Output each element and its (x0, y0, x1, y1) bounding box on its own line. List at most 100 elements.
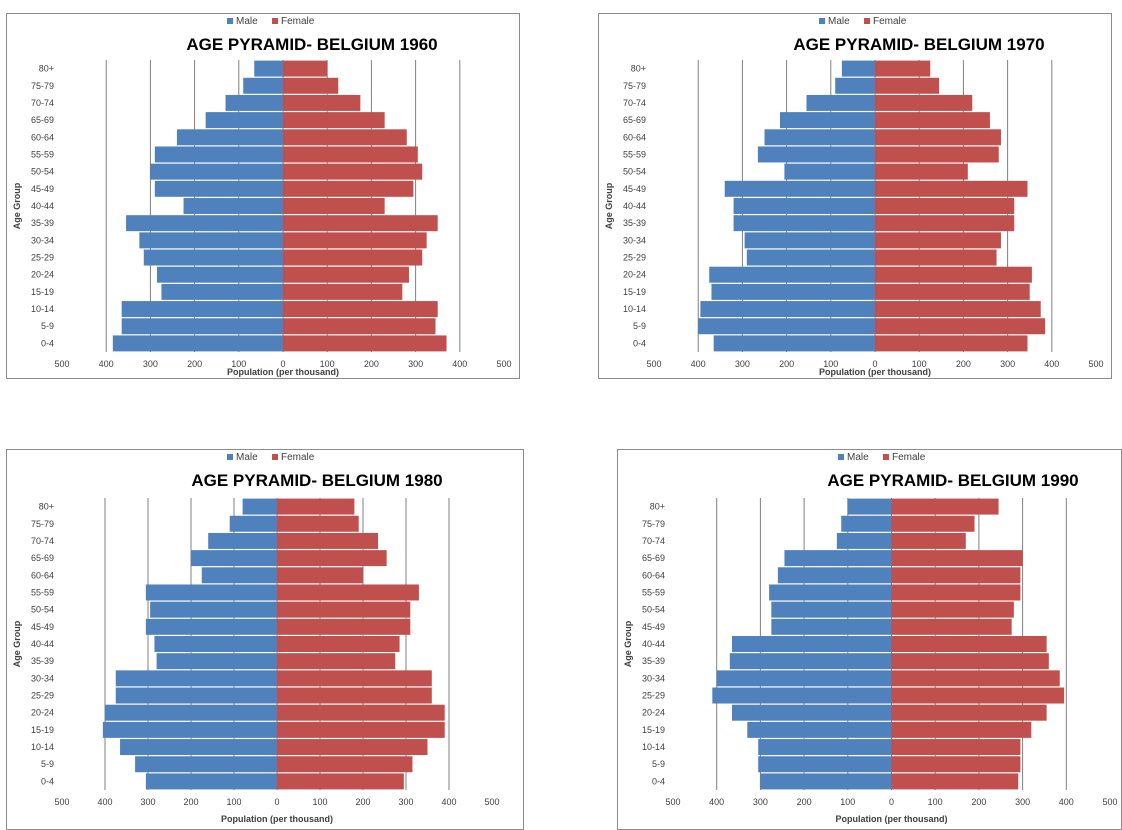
x-tick-labels: 500 400 300 200 100 0 100 200 300 400 500 (54, 359, 511, 369)
bar-female-60-64 (283, 129, 407, 146)
bar-male-40-44 (733, 198, 875, 214)
bar-male-20-24 (105, 704, 277, 721)
bar-female-50-54 (277, 601, 411, 618)
x-tick-label: 300 (398, 797, 413, 807)
legend-label-female: Female (281, 16, 315, 27)
x-tick-label: 400 (441, 797, 456, 807)
x-axis-label: Population (per thousand) (227, 367, 339, 377)
bar-male-0-4 (145, 773, 277, 790)
bars (698, 60, 1046, 352)
chart-title: AGE PYRAMID- BELGIUM 1980 (191, 471, 442, 490)
x-tick-label: 500 (54, 359, 69, 369)
y-category-label: 35-39 (31, 218, 54, 228)
bar-female-30-34 (891, 670, 1060, 687)
chart-panel-1960: Male Female AGE PYRAMID- BELGIUM 1960 500 40… (6, 13, 520, 379)
x-tick-label: 300 (1000, 359, 1015, 369)
chart-title: AGE PYRAMID- BELGIUM 1970 (793, 35, 1044, 54)
y-category-label: 0-4 (41, 776, 54, 786)
y-category-label: 35-39 (623, 218, 646, 228)
y-category-labels: 0-4 5-9 10-14 15-19 20-24 25-29 30-34 35-39 40-4… (31, 502, 54, 787)
y-category-labels: 0-4 5-9 10-14 15-19 20-24 25-29 30-34 35-39 40-4… (642, 502, 665, 787)
x-tick-label: 500 (646, 359, 661, 369)
y-category-label: 45-49 (642, 622, 665, 632)
y-category-label: 80+ (39, 502, 54, 512)
bar-male-15-19 (711, 283, 875, 300)
bar-male-60-64 (201, 567, 277, 584)
y-category-label: 65-69 (31, 553, 54, 563)
bar-male-20-24 (157, 266, 283, 283)
x-tick-label: 0 (872, 359, 877, 369)
pyramid-chart-1960: Male Female AGE PYRAMID- BELGIUM 1960 500 40… (12, 16, 512, 377)
bars (102, 498, 445, 790)
bar-male-60-64 (764, 129, 875, 146)
bar-male-30-34 (115, 670, 277, 687)
x-tick-label: 0 (274, 797, 279, 807)
y-category-label: 50-54 (31, 167, 54, 177)
bar-female-60-64 (875, 129, 1001, 146)
bar-female-80+ (875, 60, 931, 77)
bar-female-45-49 (875, 180, 1028, 197)
bar-female-30-34 (875, 232, 1001, 249)
y-category-label: 25-29 (31, 253, 54, 263)
y-category-label: 70-74 (31, 536, 54, 546)
y-category-label: 20-24 (623, 270, 646, 280)
bar-male-65-69 (784, 550, 892, 567)
y-category-label: 40-44 (31, 639, 54, 649)
bar-female-80+ (891, 498, 999, 515)
y-category-label: 40-44 (623, 201, 646, 211)
legend-swatch-male (227, 18, 233, 24)
x-tick-label: 300 (735, 359, 750, 369)
x-tick-label: 200 (355, 797, 370, 807)
y-axis-label: Age Group (604, 182, 614, 229)
pyramid-chart-1980: Male Female AGE PYRAMID- BELGIUM 1980 500 40… (12, 452, 500, 824)
bar-female-10-14 (283, 301, 438, 318)
bar-female-10-14 (277, 739, 428, 756)
bar-male-45-49 (145, 618, 277, 635)
y-category-label: 50-54 (623, 167, 646, 177)
bar-female-0-4 (875, 335, 1028, 352)
legend-label-female: Female (281, 452, 315, 463)
legend-swatch-female (864, 18, 870, 24)
bar-male-55-59 (145, 584, 277, 601)
x-tick-label: 400 (452, 359, 467, 369)
y-category-label: 45-49 (623, 184, 646, 194)
bar-male-80+ (242, 498, 277, 515)
bar-male-80+ (254, 60, 283, 77)
bar-male-25-29 (746, 249, 875, 266)
bar-male-20-24 (731, 704, 892, 721)
y-category-label: 60-64 (623, 132, 646, 142)
bar-female-25-29 (875, 249, 997, 266)
bar-female-40-44 (277, 636, 400, 652)
bar-male-50-54 (771, 601, 892, 618)
bar-male-55-59 (769, 584, 892, 601)
y-category-label: 0-4 (633, 338, 646, 348)
y-category-label: 80+ (631, 64, 646, 74)
y-category-label: 10-14 (31, 742, 54, 752)
bar-female-65-69 (875, 112, 990, 129)
bar-male-25-29 (143, 249, 283, 266)
legend: Male Female (227, 16, 315, 27)
y-category-label: 10-14 (623, 304, 646, 314)
x-tick-label: 0 (280, 359, 285, 369)
pyramid-chart-1970: Male Female AGE PYRAMID- BELGIUM 1970 500 40… (604, 16, 1104, 377)
x-tick-label: 100 (226, 797, 241, 807)
bar-male-45-49 (724, 180, 875, 197)
y-category-label: 15-19 (31, 287, 54, 297)
x-tick-label: 300 (753, 797, 768, 807)
x-tick-label: 400 (1044, 359, 1059, 369)
bar-male-5-9 (121, 318, 283, 335)
bar-female-0-4 (277, 773, 404, 790)
x-axis-label: Population (per thousand) (221, 814, 333, 824)
x-tick-label: 100 (312, 797, 327, 807)
y-category-label: 40-44 (642, 639, 665, 649)
bar-female-30-34 (277, 670, 432, 687)
bar-female-70-74 (283, 94, 361, 111)
bar-female-30-34 (283, 232, 427, 249)
y-axis-label: Age Group (12, 182, 22, 229)
x-axis-label: Population (per thousand) (836, 814, 948, 824)
x-tick-label: 300 (1015, 797, 1030, 807)
y-category-label: 60-64 (642, 570, 665, 580)
x-tick-label: 500 (1102, 797, 1117, 807)
bar-male-5-9 (698, 318, 875, 335)
bar-female-60-64 (891, 567, 1021, 584)
